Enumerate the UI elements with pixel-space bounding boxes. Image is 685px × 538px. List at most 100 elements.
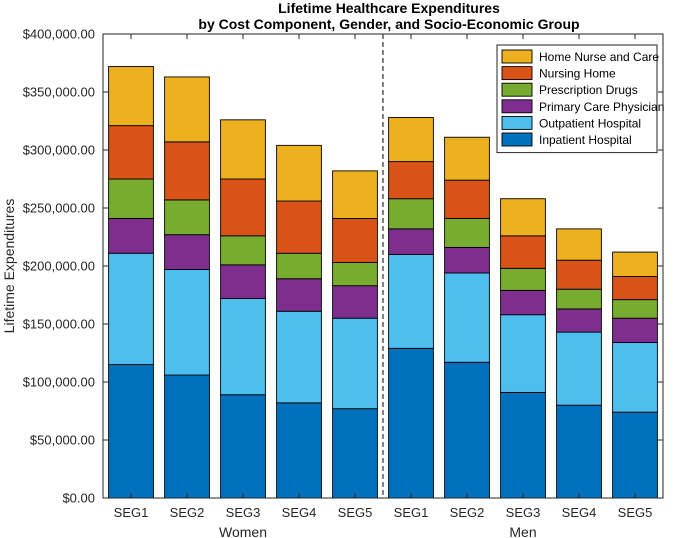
legend: Home Nurse and Care Nursing Home Prescript… xyxy=(496,44,664,154)
bar-segment xyxy=(164,269,210,376)
x-tick-label: SEG2 xyxy=(450,505,485,520)
x-tick-label: SEG5 xyxy=(618,505,653,520)
x-tick-label: SEG1 xyxy=(394,505,429,520)
x-tick-label: SEG4 xyxy=(282,505,317,520)
bar-segment xyxy=(612,275,658,301)
bar-segment xyxy=(164,199,210,236)
bar-segment xyxy=(612,251,658,277)
bar-segment xyxy=(500,267,546,291)
x-tick-label: SEG2 xyxy=(170,505,205,520)
legend-label: Outpatient Hospital xyxy=(539,116,641,130)
y-tick-label: $0.00 xyxy=(62,491,95,506)
legend-swatch xyxy=(501,82,533,97)
bar-segment xyxy=(500,391,546,499)
bar-segment xyxy=(108,66,154,127)
bar-segment xyxy=(388,117,434,163)
y-tick-label: $150,000.00 xyxy=(23,317,95,332)
bar-segment xyxy=(500,314,546,393)
bar-segment xyxy=(444,272,490,363)
axes-layer: $0.00 $50,000.00 $100,000.00 $150,000.00 $20… xyxy=(23,27,664,538)
legend-swatch xyxy=(501,99,533,114)
bar-segment xyxy=(556,308,602,333)
bar-segment xyxy=(220,178,266,237)
bar-segment xyxy=(276,144,322,202)
group-label: Women xyxy=(219,524,267,538)
y-tick-label: $200,000.00 xyxy=(23,259,95,274)
legend-label: Home Nurse and Care xyxy=(539,50,659,64)
bar-segment xyxy=(444,179,490,219)
legend-label: Primary Care Physician xyxy=(539,100,664,114)
legend-label: Prescription Drugs xyxy=(539,83,638,97)
legend-swatch xyxy=(501,66,533,81)
bar-segment xyxy=(108,125,154,180)
bar-segment xyxy=(276,278,322,312)
bar-segment xyxy=(556,404,602,499)
bar-segment xyxy=(276,310,322,404)
y-tick-label: $300,000.00 xyxy=(23,143,95,158)
y-axis-label: Lifetime Expenditures xyxy=(1,199,17,334)
bar-segment xyxy=(332,170,378,219)
bar-segment xyxy=(444,361,490,499)
bars-layer xyxy=(108,66,658,499)
bar-segment xyxy=(164,374,210,499)
bar-segment xyxy=(332,217,378,263)
bar-segment xyxy=(612,411,658,499)
bar-segment xyxy=(332,285,378,319)
bar-segment xyxy=(556,331,602,406)
bar-segment xyxy=(220,119,266,180)
bar-segment xyxy=(556,288,602,310)
x-tick-label: SEG5 xyxy=(338,505,373,520)
x-tick-label: SEG3 xyxy=(226,505,261,520)
bar-segment xyxy=(500,235,546,269)
bar-segment xyxy=(500,289,546,316)
bar-segment xyxy=(164,141,210,201)
legend-label: Nursing Home xyxy=(539,67,616,81)
bar-segment xyxy=(612,317,658,344)
legend-swatch xyxy=(501,49,533,64)
legend-swatch xyxy=(501,115,533,130)
bar-segment xyxy=(164,76,210,143)
x-tick-label: SEG3 xyxy=(506,505,541,520)
chart-title-line-2: by Cost Component, Gender, and Socio-Eco… xyxy=(198,16,579,32)
bar-segment xyxy=(444,246,490,274)
chart-title-line-1: Lifetime Healthcare Expenditures xyxy=(278,0,500,16)
x-tick-label: SEG4 xyxy=(562,505,597,520)
bar-segment xyxy=(444,136,490,181)
legend-swatch xyxy=(501,132,533,147)
y-tick-label: $400,000.00 xyxy=(23,27,95,42)
bar-segment xyxy=(220,235,266,266)
bar-segment xyxy=(276,402,322,499)
bar-segment xyxy=(108,364,154,499)
bar-segment xyxy=(388,198,434,230)
bar-segment xyxy=(220,264,266,299)
bar-segment xyxy=(108,252,154,366)
y-tick-label: $350,000.00 xyxy=(23,85,95,100)
bar-segment xyxy=(276,200,322,254)
chart-title: Lifetime Healthcare Expenditures by Cost… xyxy=(198,0,579,32)
bar-segment xyxy=(276,252,322,280)
bar-segment xyxy=(108,217,154,254)
bar-segment xyxy=(332,262,378,287)
group-label: Men xyxy=(509,524,536,538)
bar-segment xyxy=(612,299,658,319)
y-tick-label: $50,000.00 xyxy=(30,433,95,448)
bar-segment xyxy=(220,394,266,499)
bar-segment xyxy=(556,259,602,290)
bar-segment xyxy=(444,217,490,248)
bar-segment xyxy=(500,198,546,237)
y-tick-label: $250,000.00 xyxy=(23,201,95,216)
bar-segment xyxy=(332,408,378,499)
bar-segment xyxy=(612,342,658,413)
legend-label: Inpatient Hospital xyxy=(539,133,632,147)
bar-segment xyxy=(388,161,434,200)
bar-segment xyxy=(388,253,434,349)
bar-segment xyxy=(388,347,434,499)
y-tick-label: $100,000.00 xyxy=(23,375,95,390)
bar-segment xyxy=(332,317,378,410)
x-tick-label: SEG1 xyxy=(114,505,149,520)
bar-segment xyxy=(388,228,434,255)
bar-segment xyxy=(220,298,266,396)
bar-segment xyxy=(164,234,210,270)
bar-segment xyxy=(108,178,154,219)
